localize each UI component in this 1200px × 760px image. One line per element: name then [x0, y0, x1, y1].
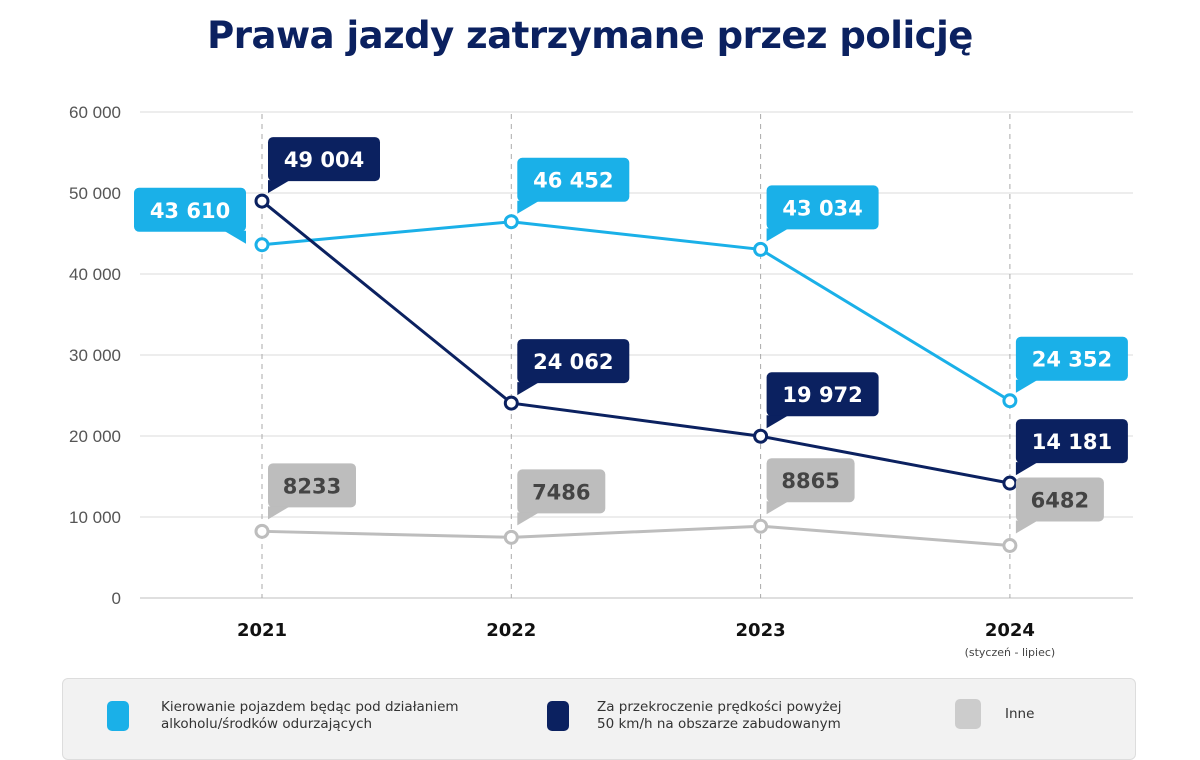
- data-label-tail: [517, 200, 540, 214]
- data-label-text: 49 004: [284, 148, 364, 172]
- data-label: 7486: [517, 469, 606, 526]
- data-label-text: 43 610: [150, 199, 230, 223]
- data-label-text: 7486: [532, 480, 590, 504]
- data-label-tail: [268, 506, 290, 520]
- data-label-text: 8233: [283, 474, 341, 498]
- data-label-box: [1015, 336, 1128, 381]
- data-label-text: 6482: [1031, 488, 1089, 512]
- data-label: 43 610: [134, 187, 246, 244]
- data-label: 24 352: [1015, 336, 1128, 393]
- data-label: 8865: [766, 458, 855, 515]
- data-label-box: [517, 157, 630, 202]
- data-label-box: [766, 458, 855, 503]
- data-label-text: 43 034: [782, 196, 862, 220]
- legend-label: Za przekroczenie prędkości powyżej: [597, 699, 842, 715]
- data-point: [1002, 393, 1018, 409]
- data-point: [753, 241, 769, 257]
- data-label-tail: [766, 501, 789, 515]
- data-label-text: 8865: [781, 469, 839, 493]
- data-point: [503, 214, 519, 230]
- data-label-tail: [224, 230, 246, 244]
- data-label-box: [134, 187, 246, 232]
- y-tick-label: 60 000: [69, 103, 121, 122]
- data-label: 19 972: [766, 372, 879, 429]
- data-label-box: [1015, 419, 1128, 464]
- legend-label: Inne: [1005, 705, 1035, 722]
- data-label: 24 062: [517, 339, 630, 396]
- data-label-tail: [268, 180, 290, 194]
- data-label-tail: [1015, 379, 1038, 393]
- data-label: 49 004: [268, 137, 380, 194]
- legend-item-alcohol: Kierowanie pojazdem będąc pod działaniem…: [107, 699, 459, 733]
- data-label-text: 46 452: [533, 169, 613, 193]
- legend-label: alkoholu/środków odurzających: [161, 716, 373, 732]
- y-tick-label: 30 000: [69, 346, 121, 365]
- data-label-box: [268, 463, 356, 508]
- data-point: [503, 395, 519, 411]
- data-label-tail: [517, 382, 540, 396]
- data-label-text: 24 352: [1032, 348, 1112, 372]
- x-tick-label: 2021: [237, 620, 287, 641]
- series-line: [261, 524, 1011, 547]
- y-tick-label: 50 000: [69, 184, 121, 203]
- data-point: [1002, 475, 1018, 491]
- data-label-tail: [517, 512, 540, 526]
- data-label: 46 452: [517, 157, 630, 214]
- data-label: 6482: [1015, 477, 1104, 534]
- legend-swatch: [107, 701, 129, 731]
- data-label-text: 14 181: [1032, 430, 1112, 454]
- y-tick-label: 20 000: [69, 427, 121, 446]
- data-label-tail: [1015, 462, 1038, 476]
- data-label-text: 24 062: [533, 350, 613, 374]
- series-line: [261, 220, 1011, 403]
- data-label-box: [517, 469, 606, 514]
- series-line: [261, 199, 1011, 485]
- data-label-box: [517, 339, 630, 384]
- data-point: [753, 428, 769, 444]
- legend-swatch: [547, 701, 569, 731]
- legend-label: 50 km/h na obszarze zabudowanym: [597, 716, 841, 732]
- legend-item-other: Inne: [955, 699, 1034, 729]
- data-label: 43 034: [766, 185, 879, 242]
- x-tick-label: 2024: [985, 620, 1035, 641]
- chart-title: Prawa jazdy zatrzymane przez policję: [207, 14, 973, 57]
- legend-label: Kierowanie pojazdem będąc pod działaniem: [161, 699, 459, 715]
- legend-swatch: [955, 699, 981, 729]
- data-label-box: [268, 137, 380, 182]
- x-tick-note: (styczeń - lipiec): [965, 646, 1056, 659]
- data-label-tail: [1015, 520, 1038, 534]
- data-label-text: 19 972: [782, 383, 862, 407]
- data-point: [503, 529, 519, 545]
- data-label: 14 181: [1015, 419, 1128, 476]
- data-label-box: [1015, 477, 1104, 522]
- data-point: [254, 523, 270, 539]
- data-point: [254, 237, 270, 253]
- data-label-tail: [766, 228, 789, 242]
- x-tick-label: 2022: [486, 620, 536, 641]
- y-tick-label: 40 000: [69, 265, 121, 284]
- y-tick-label: 0: [112, 589, 121, 608]
- data-label-box: [766, 372, 879, 417]
- data-label-tail: [766, 415, 789, 429]
- data-point: [254, 193, 270, 209]
- line-chart: 0 10 000 20 000 30 000 40 000 50 000 60 000 202…: [69, 103, 1133, 659]
- data-label-box: [766, 185, 879, 230]
- data-label: 8233: [268, 463, 356, 520]
- data-point: [1002, 537, 1018, 553]
- data-point: [753, 518, 769, 534]
- y-tick-label: 10 000: [69, 508, 121, 527]
- legend: Kierowanie pojazdem będąc pod działaniem…: [62, 678, 1136, 760]
- x-tick-label: 2023: [736, 620, 786, 641]
- legend-item-speeding: Za przekroczenie prędkości powyżej 50 km/…: [547, 699, 841, 733]
